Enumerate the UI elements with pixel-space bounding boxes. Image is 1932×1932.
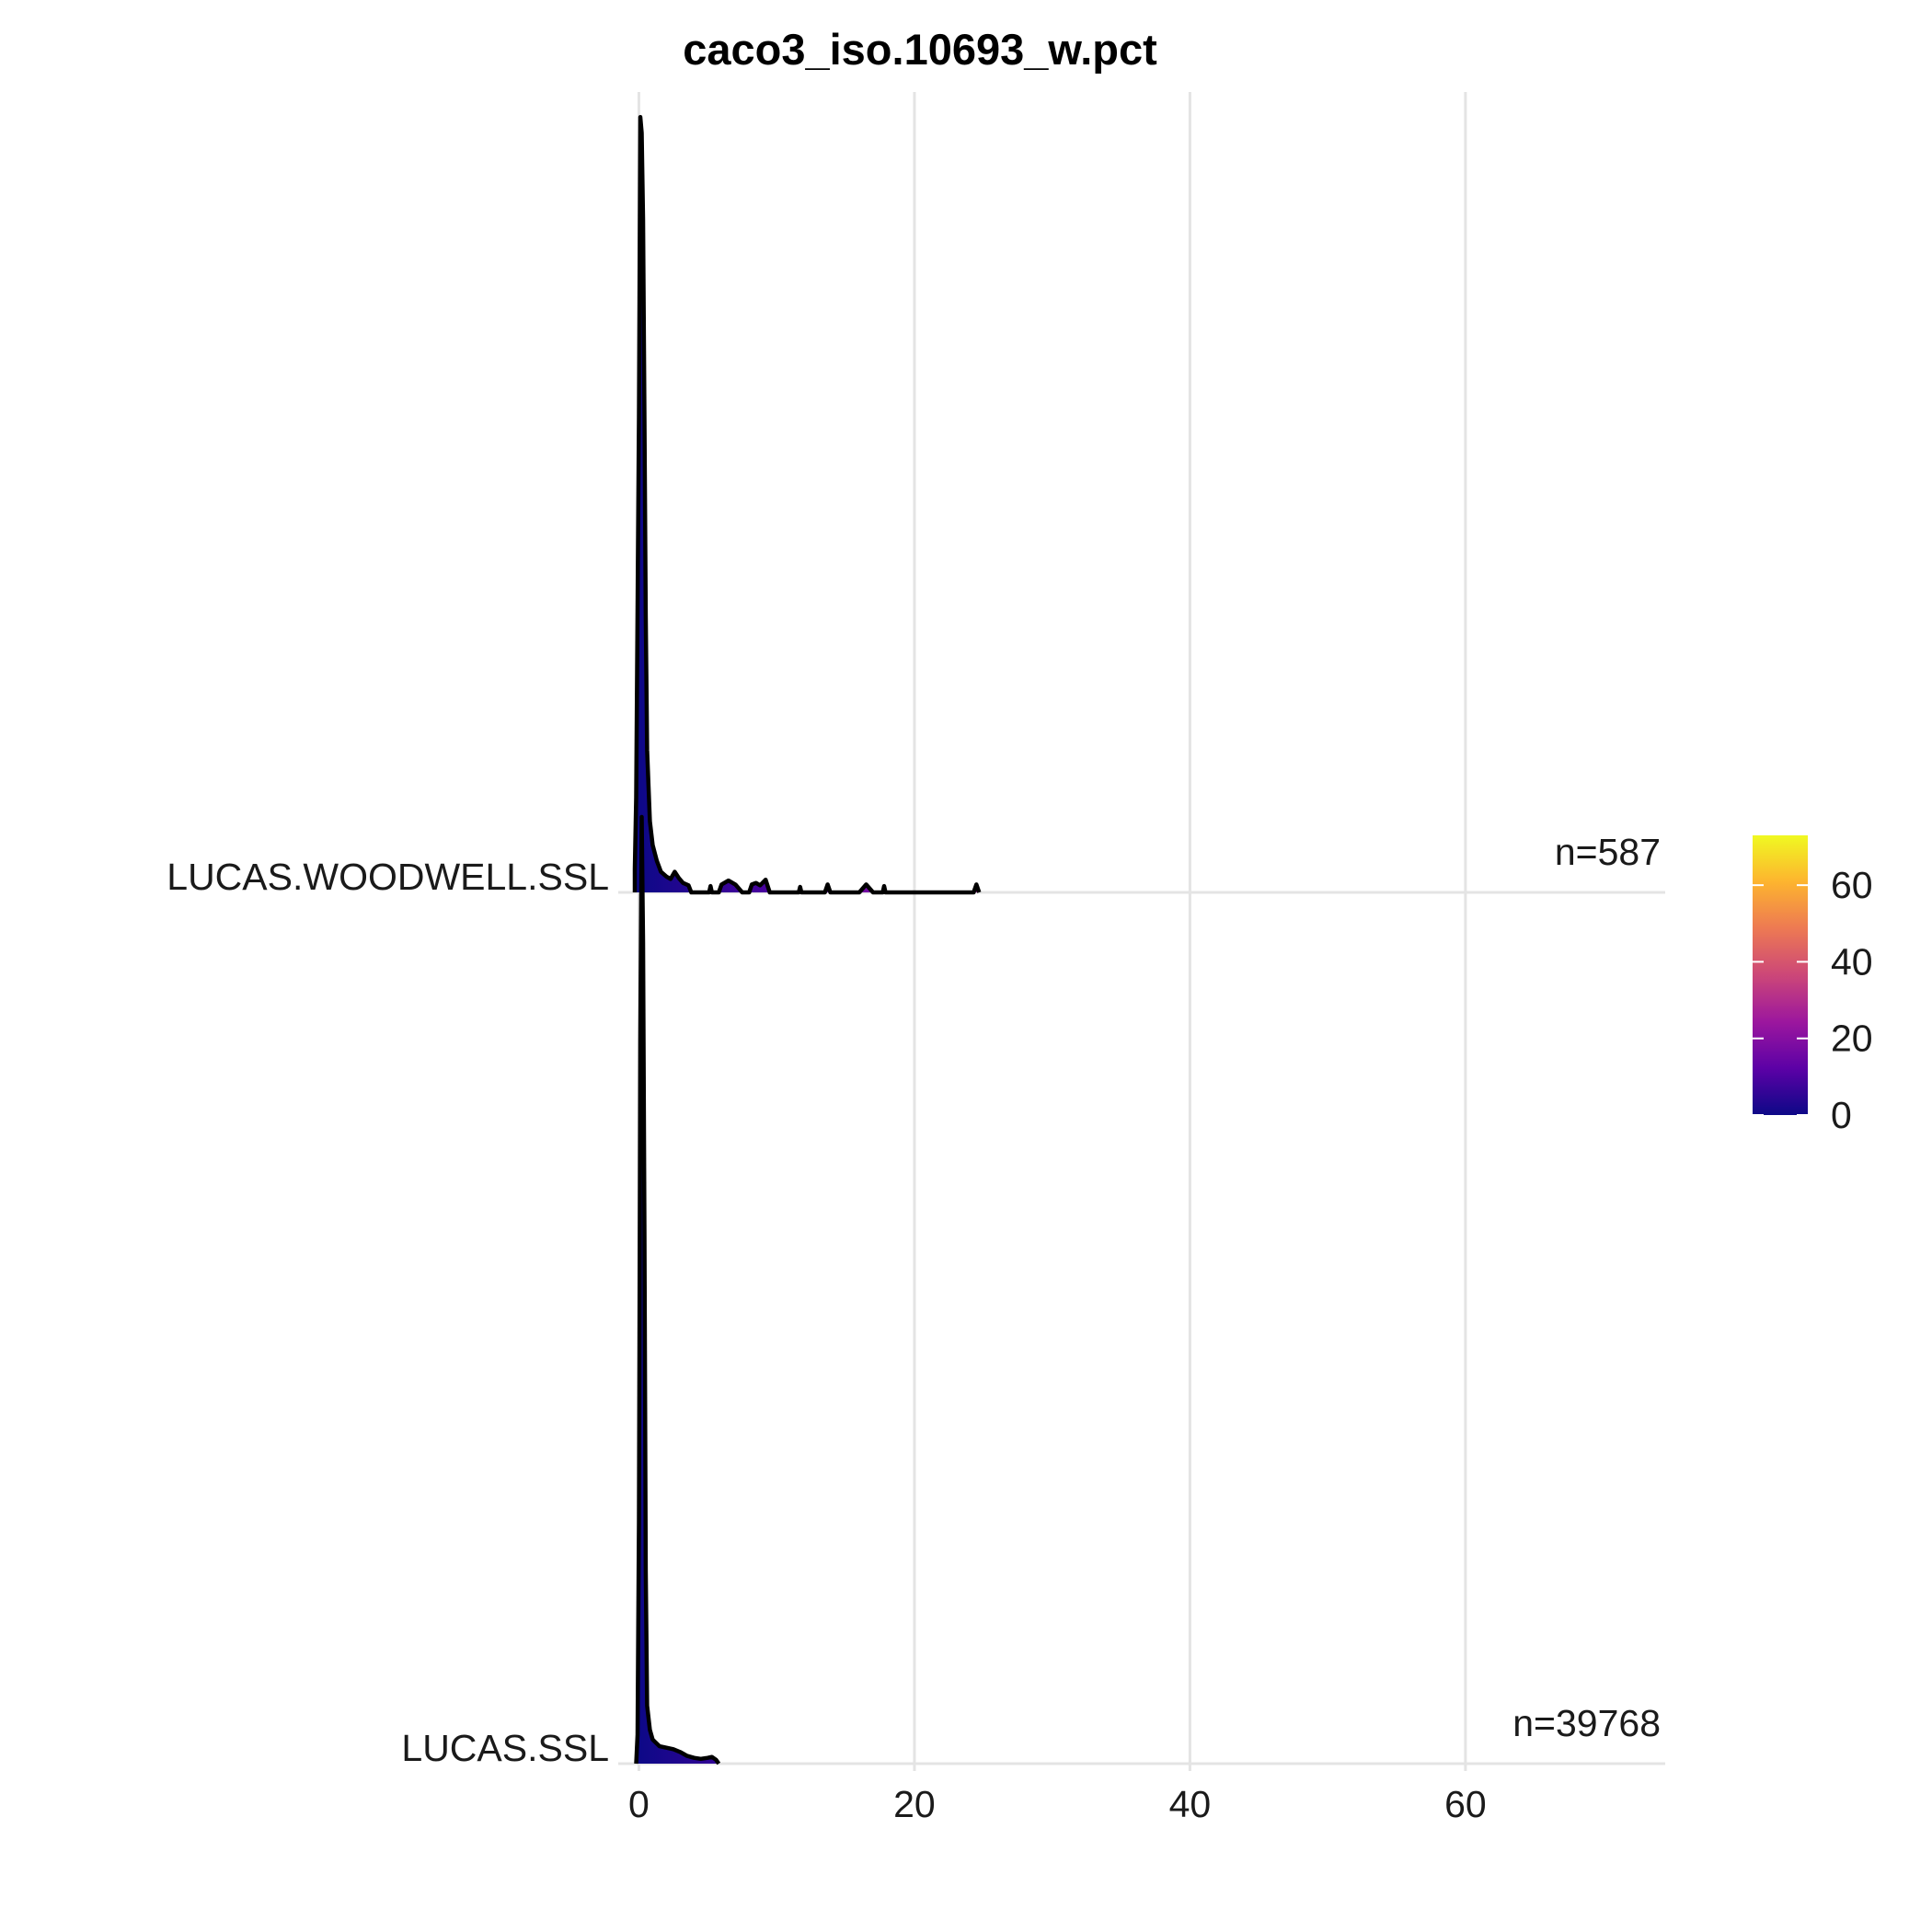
colorbar-gradient: [1753, 835, 1808, 1115]
x-axis-ticks: 0 20 40 60: [628, 1783, 1487, 1825]
count-label-LUCAS.WOODWELL.SSL: n=587: [1555, 831, 1661, 873]
y-axis-labels: LUCAS.WOODWELL.SSL LUCAS.SSL: [167, 856, 609, 1769]
colorbar-tick-40: 40: [1831, 940, 1873, 983]
ridge-fill-LUCAS.SSL: [636, 817, 719, 1764]
colorbar-tick-20: 20: [1831, 1018, 1873, 1060]
ridge-outline-LUCAS.SSL: [634, 814, 721, 1765]
colorbar-legend: 0 20 40 60: [1753, 835, 1873, 1136]
colorbar-tick-0: 0: [1831, 1094, 1852, 1136]
colorbar-tick-60: 60: [1831, 864, 1873, 906]
chart-title: caco3_iso.10693_w.pct: [683, 25, 1157, 74]
x-tick-20: 20: [893, 1783, 936, 1825]
count-label-LUCAS.SSL: n=39768: [1512, 1702, 1661, 1744]
ridge-outline-LUCAS.WOODWELL.SSL: [632, 114, 982, 895]
y-label-LUCAS.SSL: LUCAS.SSL: [401, 1727, 609, 1769]
y-label-LUCAS.WOODWELL.SSL: LUCAS.WOODWELL.SSL: [167, 856, 609, 898]
gridlines: [637, 92, 1467, 1771]
ridge-fill-LUCAS.WOODWELL.SSL: [635, 117, 980, 892]
ridges: [618, 114, 1665, 1765]
x-tick-60: 60: [1444, 1783, 1487, 1825]
x-tick-40: 40: [1169, 1783, 1212, 1825]
x-tick-0: 0: [628, 1783, 650, 1825]
count-labels: n=587 n=39768: [1512, 831, 1661, 1744]
